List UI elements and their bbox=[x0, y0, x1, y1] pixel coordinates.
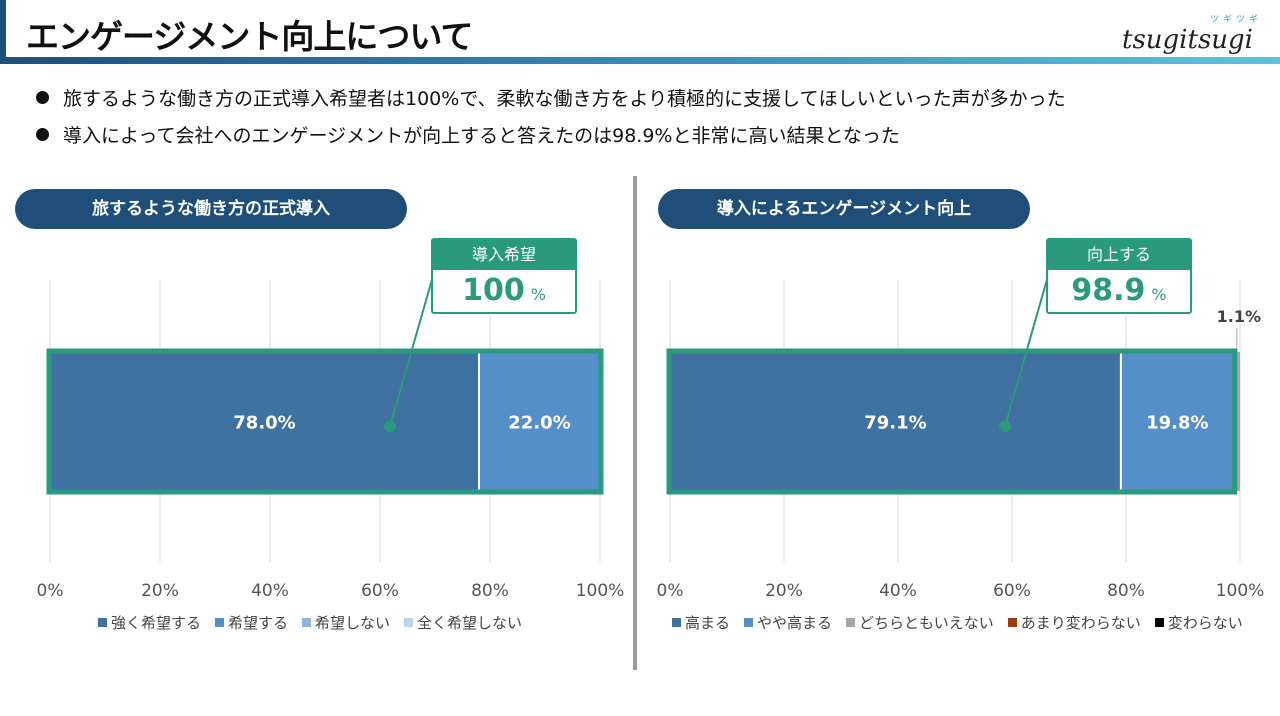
title-accent-bar bbox=[0, 0, 6, 64]
legend-swatch bbox=[846, 618, 856, 627]
logo-ruby: ツギツギ bbox=[1210, 14, 1258, 25]
callout-pointer bbox=[1004, 275, 1049, 427]
panel-divider bbox=[633, 176, 637, 670]
callout-right: 向上する 98.9% bbox=[1046, 238, 1192, 314]
legend-item: 強く希望する bbox=[98, 612, 201, 633]
highlight-frame bbox=[666, 348, 1238, 495]
bullet-item: 旅するような働き方の正式導入希望者は100%で、柔軟な働き方をより積極的に支援し… bbox=[36, 84, 1066, 111]
legend-item: 変わらない bbox=[1154, 612, 1243, 633]
legend-label: 全く希望しない bbox=[417, 614, 523, 632]
panel-title-right: 導入によるエンゲージメント向上 bbox=[658, 189, 1030, 229]
x-tick-label: 20% bbox=[765, 581, 803, 601]
bullet-text: 旅するような働き方の正式導入希望者は100%で、柔軟な働き方をより積極的に支援し… bbox=[63, 88, 1066, 110]
callout-unit: % bbox=[530, 285, 546, 304]
callout-unit: % bbox=[1151, 285, 1167, 304]
callout-pointer bbox=[389, 275, 434, 427]
x-tick-label: 100% bbox=[576, 581, 625, 601]
legend-right: 高まる やや高まる どちらともいえない あまり変わらない 変わらない bbox=[672, 612, 1257, 633]
legend-label: 希望しない bbox=[315, 614, 391, 632]
data-label: 78.0% bbox=[233, 413, 295, 434]
x-tick-label: 100% bbox=[1216, 581, 1265, 601]
bullet-dot bbox=[36, 91, 49, 104]
bullet-text: 導入によって会社へのエンゲージメントが向上すると答えたのは98.9%と非常に高い… bbox=[63, 125, 900, 147]
bar-segment bbox=[670, 352, 1121, 491]
callout-value: 100 bbox=[462, 273, 525, 308]
title-underline bbox=[0, 57, 1280, 64]
legend-item: 全く希望しない bbox=[404, 612, 522, 633]
legend-label: 高まる bbox=[685, 614, 731, 632]
callout-pointer-dot bbox=[384, 420, 396, 433]
legend-swatch bbox=[404, 618, 414, 627]
data-label: 79.1% bbox=[864, 413, 926, 434]
bar-segment bbox=[1120, 352, 1234, 491]
legend-swatch bbox=[1154, 618, 1164, 627]
x-tick-label: 40% bbox=[879, 581, 917, 601]
x-tick-label: 80% bbox=[1107, 581, 1145, 601]
x-tick-label: 60% bbox=[361, 581, 399, 601]
bar-segment bbox=[50, 352, 479, 491]
legend-label: あまり変わらない bbox=[1020, 614, 1141, 632]
bar-segment bbox=[479, 352, 600, 491]
callout-value-wrap: 98.9% bbox=[1048, 270, 1190, 316]
data-label: 22.0% bbox=[508, 413, 570, 434]
x-tick-label: 0% bbox=[657, 581, 684, 601]
legend-item: 高まる bbox=[672, 612, 730, 633]
legend-swatch bbox=[1007, 618, 1017, 627]
legend-swatch bbox=[672, 618, 681, 627]
callout-left: 導入希望 100% bbox=[431, 238, 577, 314]
callout-label: 向上する bbox=[1048, 240, 1190, 270]
legend-label: やや高まる bbox=[757, 614, 833, 632]
callout-label: 導入希望 bbox=[433, 240, 575, 270]
legend-label: 変わらない bbox=[1167, 614, 1243, 632]
callout-pointer-dot bbox=[999, 420, 1011, 433]
callout-value-wrap: 100% bbox=[433, 270, 575, 316]
legend-label: 希望する bbox=[228, 614, 289, 632]
legend-swatch bbox=[302, 618, 312, 627]
legend-label: 強く希望する bbox=[111, 614, 202, 632]
logo-text: tsugitsugi bbox=[1122, 25, 1253, 55]
legend-swatch bbox=[744, 618, 754, 627]
data-label: 19.8% bbox=[1146, 413, 1208, 434]
data-label: 1.1% bbox=[1217, 307, 1261, 326]
legend-item: 希望しない bbox=[302, 612, 390, 633]
x-tick-label: 60% bbox=[993, 581, 1031, 601]
legend-item: 希望する bbox=[215, 612, 288, 633]
legend-swatch bbox=[215, 618, 225, 627]
legend-item: やや高まる bbox=[744, 612, 832, 633]
panel-title-left: 旅するような働き方の正式導入 bbox=[15, 189, 407, 229]
x-tick-label: 40% bbox=[251, 581, 289, 601]
page-title: エンゲージメント向上について bbox=[26, 17, 473, 56]
legend-item: どちらともいえない bbox=[846, 612, 994, 633]
legend-label: どちらともいえない bbox=[859, 614, 994, 632]
highlight-frame bbox=[46, 348, 604, 495]
bullet-dot bbox=[36, 128, 49, 141]
tsugitsugi-logo: ツギツギ tsugitsugi bbox=[1122, 14, 1258, 55]
x-tick-label: 0% bbox=[37, 581, 64, 601]
x-tick-label: 80% bbox=[471, 581, 509, 601]
legend-item: あまり変わらない bbox=[1007, 612, 1141, 633]
x-tick-label: 20% bbox=[141, 581, 179, 601]
callout-value: 98.9 bbox=[1071, 273, 1146, 308]
legend-swatch bbox=[98, 618, 107, 627]
legend-left: 強く希望する 希望する 希望しない 全く希望しない bbox=[98, 612, 536, 633]
bullet-item: 導入によって会社へのエンゲージメントが向上すると答えたのは98.9%と非常に高い… bbox=[36, 121, 900, 148]
